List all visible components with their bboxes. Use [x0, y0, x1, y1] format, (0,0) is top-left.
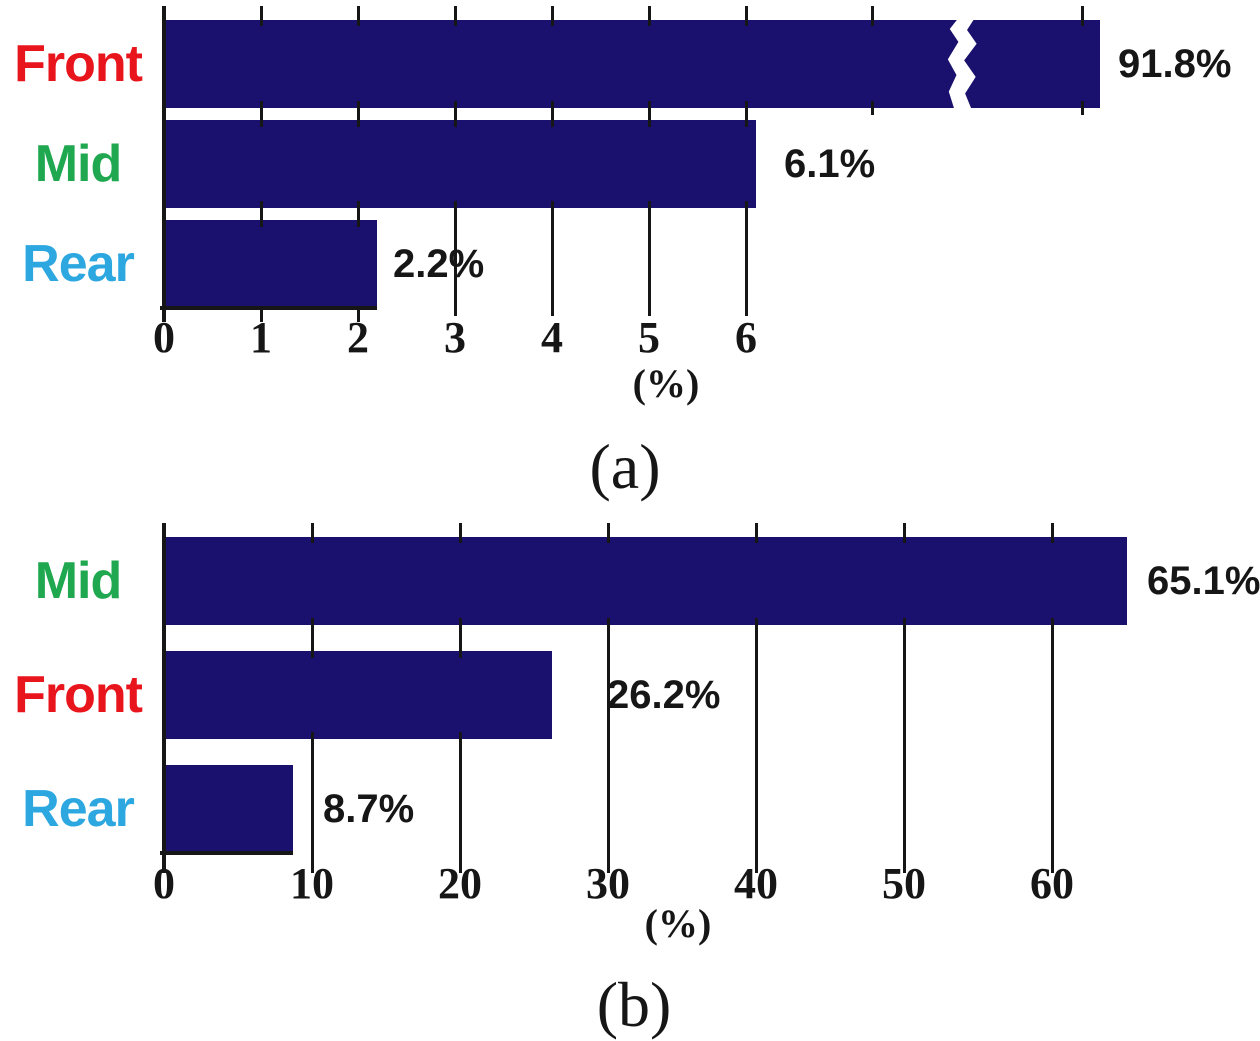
- gridline: [1051, 618, 1054, 873]
- value-label-rear: 8.7%: [323, 787, 415, 831]
- x-tick-label: 30: [586, 859, 630, 908]
- x-tick-label: 1: [250, 313, 272, 362]
- top-tick: [454, 6, 457, 26]
- gridline: [745, 201, 748, 316]
- bar-edge-tick: [871, 101, 874, 115]
- axis-tick: [357, 308, 360, 322]
- top-tick: [1051, 523, 1054, 543]
- x-tick-label: 60: [1030, 859, 1074, 908]
- value-label-front: 26.2%: [607, 673, 721, 717]
- caption-b: (b): [596, 969, 672, 1040]
- bar-edge-tick: [648, 101, 651, 127]
- x-tick-label: 5: [638, 313, 660, 362]
- gridline: [607, 618, 610, 873]
- x-tick-label: 20: [438, 859, 482, 908]
- top-tick: [1081, 6, 1084, 26]
- x-axis-title-a: (%): [632, 361, 700, 406]
- gridline: [648, 201, 651, 316]
- top-tick: [357, 6, 360, 26]
- bar-front: [164, 20, 1100, 108]
- top-tick: [871, 6, 874, 26]
- axis-tick: [260, 308, 263, 322]
- top-tick: [551, 6, 554, 26]
- value-label-rear: 2.2%: [393, 242, 485, 286]
- category-label-rear: Rear: [22, 780, 135, 838]
- bar-front: [164, 651, 552, 739]
- gridline: [755, 618, 758, 873]
- x-tick-label: 3: [444, 313, 466, 362]
- gridline: [311, 732, 314, 873]
- bar-edge-tick: [551, 101, 554, 127]
- bar-edge-tick: [260, 101, 263, 127]
- x-tick-label: 2: [347, 313, 369, 362]
- bar-edge-tick: [311, 618, 314, 658]
- x-axis-title-b: (%): [644, 901, 712, 946]
- x-tick-label: 4: [541, 313, 563, 362]
- bar-mid: [164, 120, 756, 208]
- bar-edge-tick: [459, 618, 462, 658]
- bar-edge-tick: [454, 101, 457, 127]
- category-label-mid: Mid: [34, 135, 123, 193]
- value-label-mid: 65.1%: [1147, 559, 1260, 603]
- gridline: [551, 201, 554, 316]
- y-axis-line: [162, 523, 166, 873]
- x-tick-label: 0: [153, 859, 175, 908]
- x-axis-line: [160, 851, 293, 855]
- caption-a: (a): [589, 431, 661, 502]
- category-label-mid: Mid: [34, 552, 123, 610]
- top-tick: [755, 523, 758, 543]
- top-tick: [459, 523, 462, 543]
- x-tick-label: 0: [153, 313, 175, 362]
- top-tick: [311, 523, 314, 543]
- bar-rear: [164, 220, 377, 308]
- bar-edge-tick: [260, 201, 263, 227]
- category-label-front: Front: [14, 666, 143, 724]
- value-label-mid: 6.1%: [784, 142, 876, 186]
- gridline: [903, 618, 906, 873]
- x-tick-label: 10: [290, 859, 334, 908]
- gridline: [454, 201, 457, 316]
- x-tick-label: 40: [734, 859, 778, 908]
- top-tick: [648, 6, 651, 26]
- top-tick: [903, 523, 906, 543]
- bar-edge-tick: [357, 101, 360, 127]
- bar-edge-tick: [1081, 101, 1084, 115]
- x-axis-line: [160, 306, 377, 310]
- bar-edge-tick: [357, 201, 360, 227]
- gridline: [459, 732, 462, 873]
- top-tick: [260, 6, 263, 26]
- category-label-rear: Rear: [22, 235, 135, 293]
- category-label-front: Front: [14, 35, 143, 93]
- y-axis-line: [162, 6, 166, 322]
- top-tick: [607, 523, 610, 543]
- bar-edge-tick: [745, 101, 748, 127]
- x-tick-label: 50: [882, 859, 926, 908]
- bar-rear: [164, 765, 293, 853]
- top-tick: [745, 6, 748, 26]
- value-label-front: 91.8%: [1118, 42, 1232, 86]
- x-tick-label: 6: [735, 313, 757, 362]
- bar-mid: [164, 537, 1127, 625]
